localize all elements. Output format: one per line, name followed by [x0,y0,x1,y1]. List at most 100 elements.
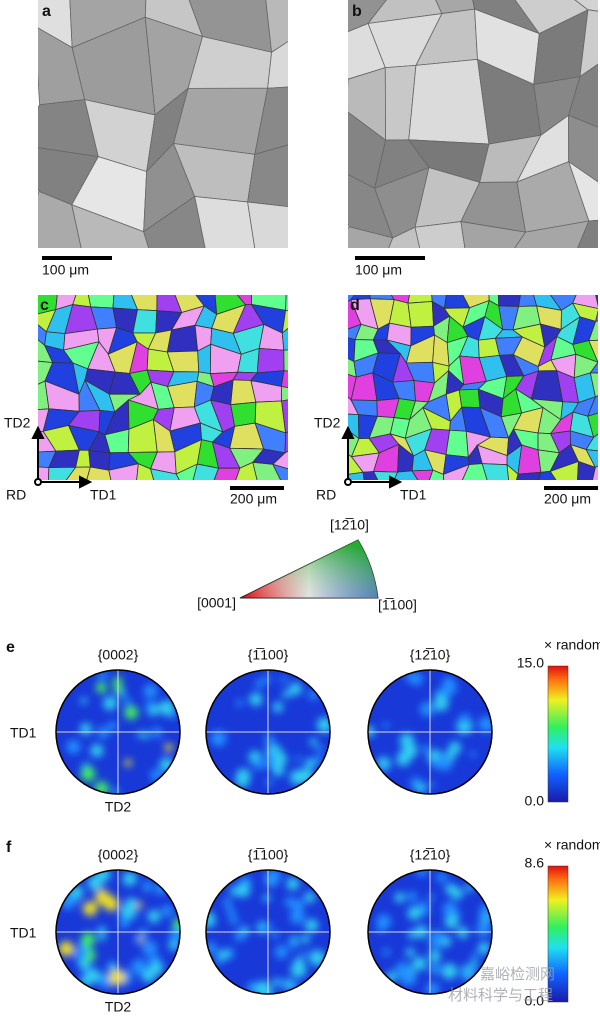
spot [147,909,161,923]
spot [407,930,417,940]
pole-figure [56,670,180,794]
intensity [368,672,492,794]
spot [465,883,474,892]
pole-figure [368,870,492,994]
spot [124,705,139,720]
pole-border [55,669,181,795]
spot [289,909,305,925]
grain [595,310,598,322]
spot [164,743,173,752]
pole-figure [368,670,492,794]
spot [108,721,118,731]
spot [236,883,251,898]
spot [222,897,232,907]
axis-label: RD [6,487,26,503]
spot [289,682,302,696]
panel-label: f [6,839,12,856]
pole-title: {1̅100} [248,847,289,863]
grain [72,295,92,308]
scale-bar [42,256,112,260]
panel-label: a [42,3,51,20]
spot [272,764,285,777]
spot [280,676,288,684]
spot [406,891,418,902]
spot [145,700,155,710]
grain [577,219,598,248]
spot [263,894,271,902]
spot [428,963,441,975]
panel-label: c [40,297,49,314]
grain [284,431,288,454]
spot [274,945,289,959]
spot [272,702,284,713]
grain [585,449,598,468]
intensity [376,870,492,994]
scale-text: 100 μm [42,262,89,278]
spot [169,928,180,943]
scale-text: 100 μm [355,262,402,278]
spot [98,933,106,941]
grain [587,395,598,417]
spot [219,950,230,960]
grain [132,309,158,334]
spot [427,894,435,902]
spot [301,934,310,944]
micrograph [38,295,288,480]
grain [567,160,598,222]
grain [514,220,590,248]
grain [256,347,285,374]
grain [572,295,598,309]
grain [38,466,50,480]
grain [48,466,77,480]
spot [236,699,244,707]
spot [149,961,164,975]
grain [411,469,434,480]
pole-border [205,669,331,795]
grain [281,327,288,351]
spot [262,675,272,684]
spot [272,978,281,987]
pole-border [367,669,493,795]
grain [272,450,288,470]
spot [368,725,375,737]
spot [279,980,288,988]
spot [150,769,163,782]
spot [90,744,104,758]
spot [87,875,103,891]
spot [70,885,84,899]
pole-figure [56,870,180,994]
grain [38,99,99,158]
grain [280,370,288,389]
spot [143,684,158,699]
spot [133,936,140,943]
spot [304,891,316,903]
grain [265,0,288,53]
grain [254,86,288,155]
grain [38,0,73,49]
grain [362,471,379,480]
grain [428,469,445,480]
spot [271,930,279,939]
spot [313,755,322,765]
micrograph [348,295,598,480]
grain [247,144,288,208]
grain [589,372,598,398]
grain [587,412,598,439]
spot [122,871,137,886]
grain [445,429,469,458]
grain [517,444,542,475]
spot [206,941,217,955]
colorbar [547,865,569,1003]
spot [407,906,421,920]
pole-title: {0002} [98,647,139,663]
grain [388,226,421,248]
spot [451,887,464,900]
spot [159,700,175,716]
grain [175,463,198,480]
panel-label: e [6,639,15,656]
spot [273,752,288,767]
grain [235,461,258,480]
spot [124,759,132,767]
